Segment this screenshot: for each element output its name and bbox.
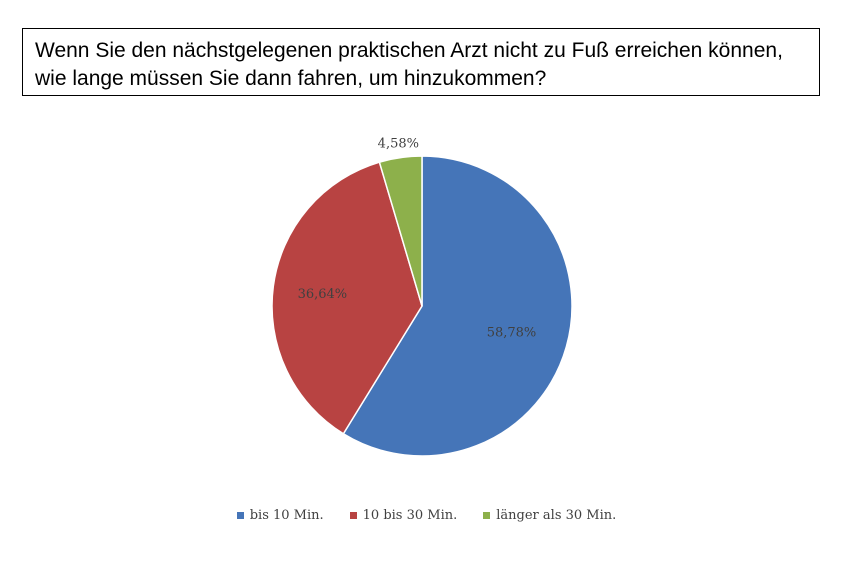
pie-slice-3 [378, 155, 423, 307]
pie-slice-2 [271, 161, 423, 435]
pie-slice-1 [342, 155, 573, 457]
legend-swatch [349, 512, 357, 519]
legend-item-10-bis-30: 10 bis 30 Min. [349, 508, 458, 523]
legend-swatch [236, 512, 244, 519]
legend-label: länger als 30 Min. [496, 508, 617, 523]
data-label-3: 4,58% [378, 137, 419, 152]
data-label-2: 36,64% [298, 287, 348, 302]
legend-item-bis-10: bis 10 Min. [236, 508, 324, 523]
legend-item-laenger-30: länger als 30 Min. [483, 508, 616, 523]
legend-label: 10 bis 30 Min. [362, 508, 458, 523]
legend-label: bis 10 Min. [249, 508, 324, 523]
chart-title-line-2: wie lange müssen Sie dann fahren, um hin… [35, 67, 547, 90]
chart-title: Wenn Sie den nächstgelegenen praktischen… [22, 28, 820, 96]
legend: bis 10 Min. 10 bis 30 Min. länger als 30… [0, 508, 853, 523]
chart-title-line-1: Wenn Sie den nächstgelegenen praktischen… [35, 39, 783, 62]
data-label-1: 58,78% [487, 325, 537, 340]
legend-swatch [483, 512, 491, 519]
